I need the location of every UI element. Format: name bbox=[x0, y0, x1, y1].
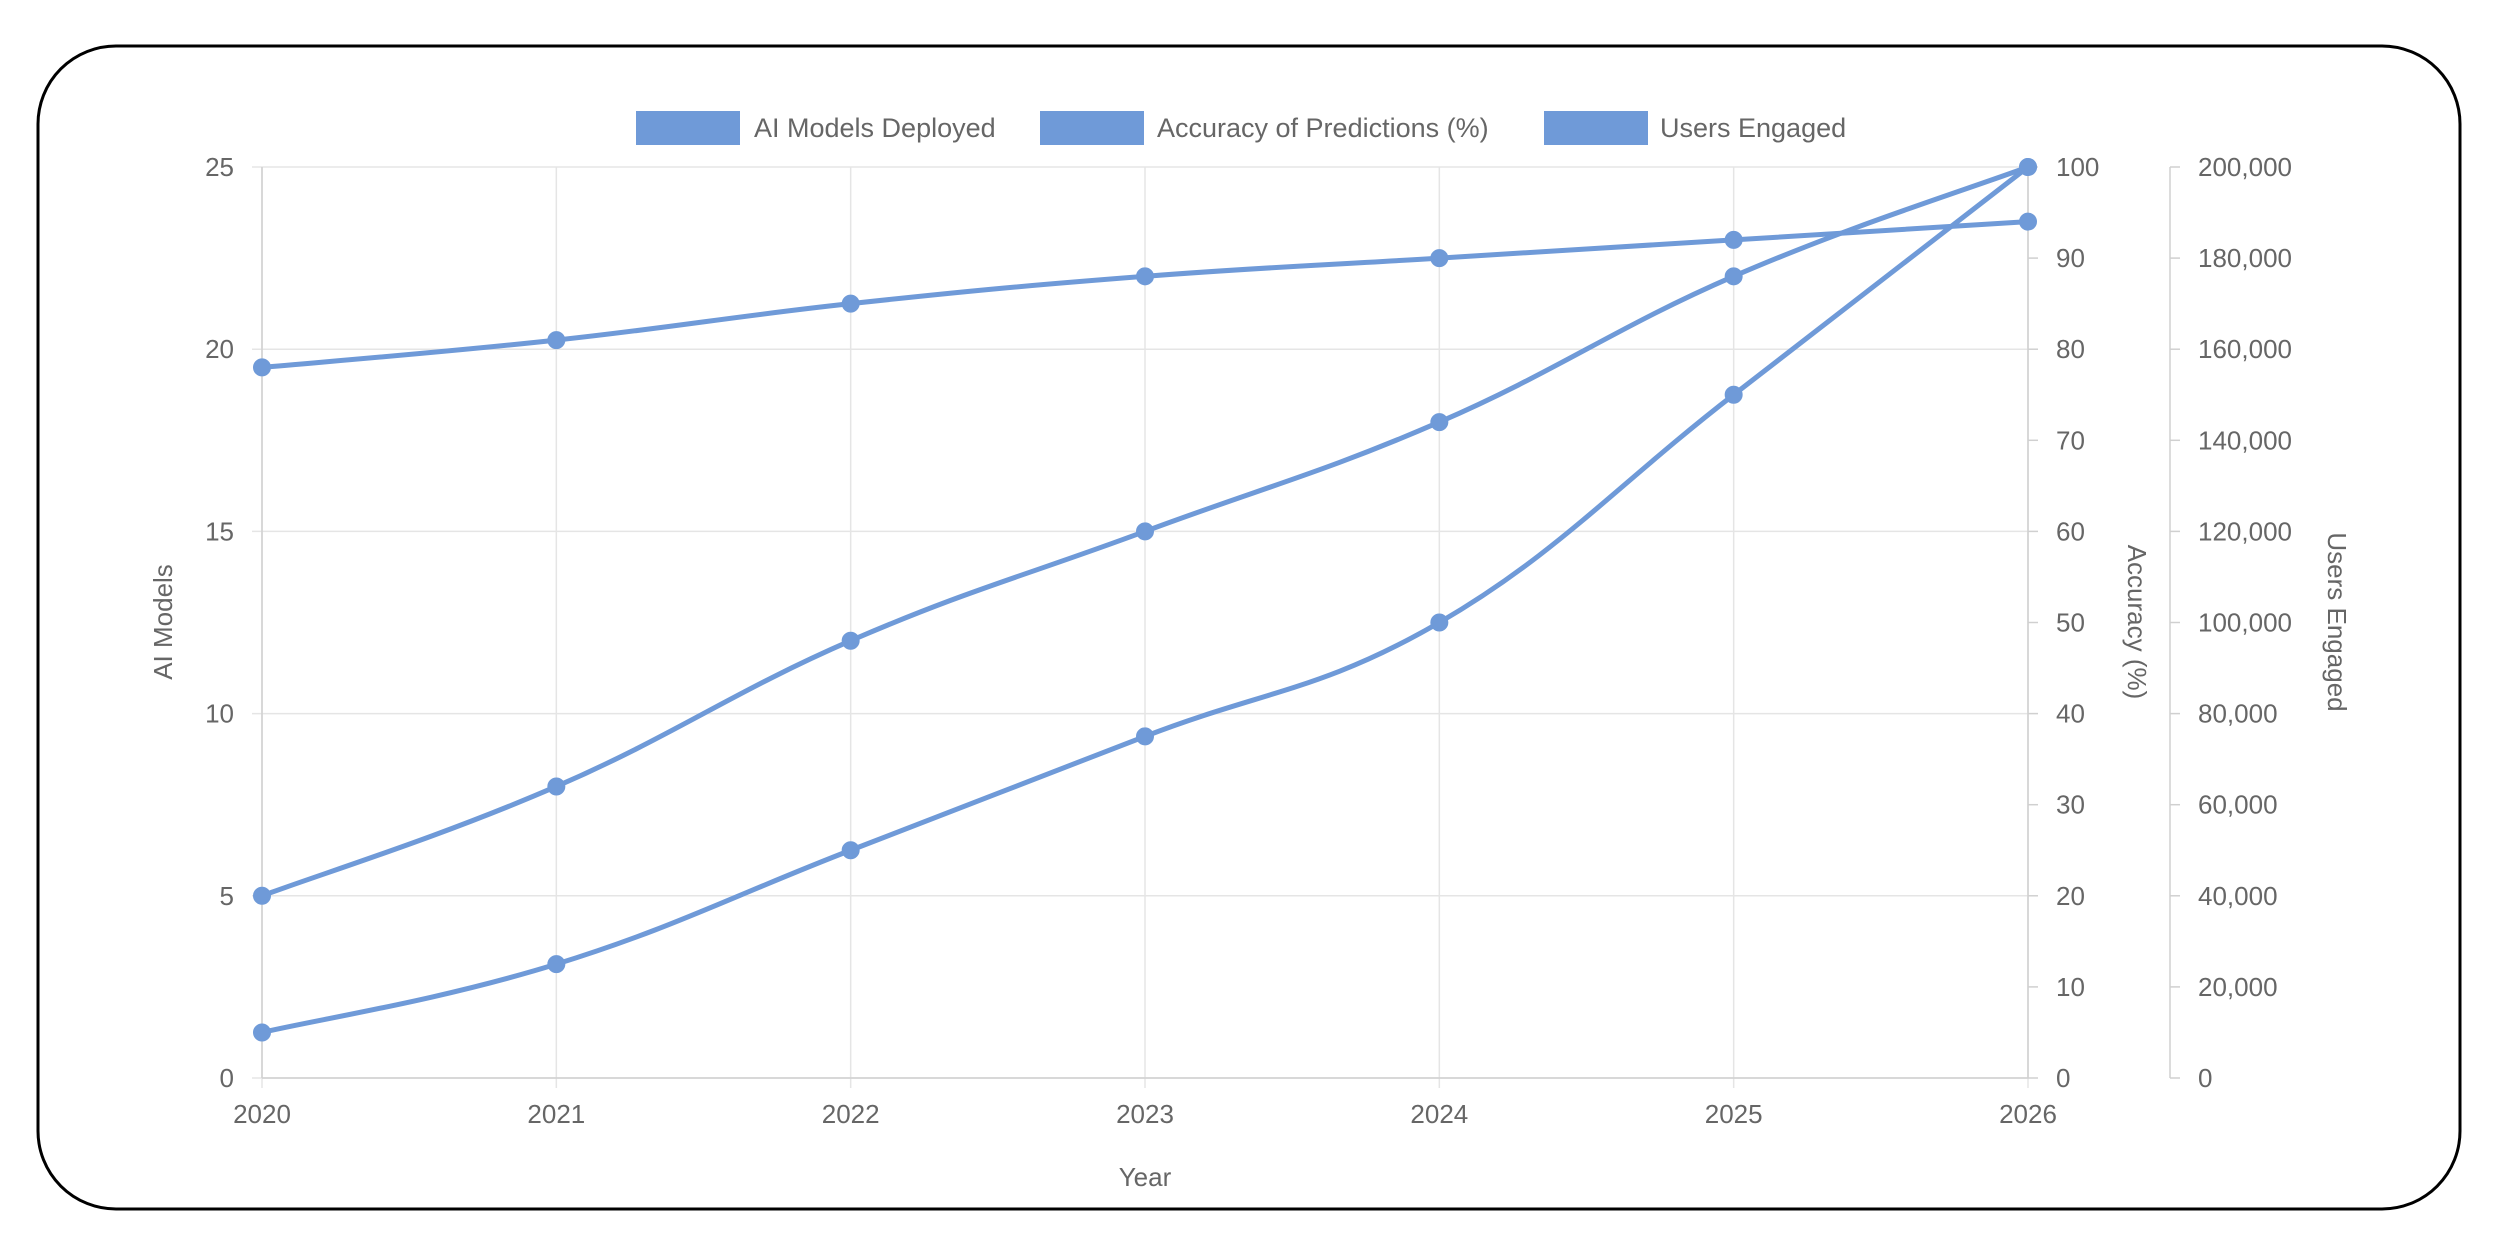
data-point-ai-models-deployed[interactable] bbox=[841, 631, 860, 650]
accuracy-axis-tick-label: 10 bbox=[2056, 972, 2085, 1002]
x-axis-title: Year bbox=[1119, 1162, 1172, 1192]
accuracy-axis-tick-label: 60 bbox=[2056, 516, 2085, 546]
users-axis-tick-label: 40,000 bbox=[2198, 881, 2278, 911]
data-point-ai-models-deployed[interactable] bbox=[253, 886, 271, 905]
x-tick-label: 2023 bbox=[1116, 1099, 1174, 1129]
legend-swatch bbox=[1040, 111, 1144, 145]
accuracy-axis-tick-label: 80 bbox=[2056, 334, 2085, 364]
data-point-accuracy-of-predictions[interactable] bbox=[547, 331, 566, 350]
legend-item-users-engaged[interactable]: Users Engaged bbox=[1544, 111, 1846, 145]
users-axis-tick-label: 20,000 bbox=[2198, 972, 2278, 1002]
x-tick-label: 2020 bbox=[233, 1099, 291, 1129]
accuracy-axis-tick-label: 40 bbox=[2056, 699, 2085, 729]
legend[interactable]: AI Models Deployed Accuracy of Prediction… bbox=[636, 111, 1846, 145]
data-point-users-engaged[interactable] bbox=[1430, 613, 1449, 632]
data-point-users-engaged[interactable] bbox=[1136, 727, 1154, 746]
users-axis-tick-label: 100,000 bbox=[2198, 608, 2292, 638]
series-layer bbox=[253, 158, 2037, 1042]
accuracy-axis-tick-label: 20 bbox=[2056, 881, 2085, 911]
legend-label: Users Engaged bbox=[1660, 113, 1846, 143]
users-axis-tick-label: 0 bbox=[2198, 1063, 2212, 1093]
data-point-users-engaged[interactable] bbox=[841, 841, 860, 860]
data-point-users-engaged[interactable] bbox=[547, 955, 566, 974]
left-axis-tick-label: 20 bbox=[205, 334, 234, 364]
axis-titles: Year AI Models Accuracy (%) Users Engage… bbox=[148, 532, 2352, 1192]
accuracy-axis-tick-label: 50 bbox=[2056, 608, 2085, 638]
accuracy-axis-tick-label: 0 bbox=[2056, 1063, 2070, 1093]
legend-label: AI Models Deployed bbox=[754, 113, 996, 143]
x-tick-label: 2021 bbox=[527, 1099, 585, 1129]
x-tick-label: 2025 bbox=[1705, 1099, 1763, 1129]
right-axis-title-accuracy: Accuracy (%) bbox=[2122, 545, 2152, 700]
accuracy-axis-tick-label: 70 bbox=[2056, 425, 2085, 455]
data-point-accuracy-of-predictions[interactable] bbox=[841, 294, 860, 313]
left-axis-tick-label: 10 bbox=[205, 699, 234, 729]
x-tick-label: 2024 bbox=[1410, 1099, 1468, 1129]
data-point-users-engaged[interactable] bbox=[253, 1023, 271, 1042]
legend-item-accuracy-of-predictions[interactable]: Accuracy of Predictions (%) bbox=[1040, 111, 1489, 145]
left-axis-tick-label: 5 bbox=[220, 881, 234, 911]
legend-swatch bbox=[1544, 111, 1648, 145]
x-tick-label: 2026 bbox=[1999, 1099, 2057, 1129]
accuracy-axis-tick-label: 100 bbox=[2056, 152, 2099, 182]
users-axis-tick-label: 180,000 bbox=[2198, 243, 2292, 273]
x-tick-label: 2022 bbox=[822, 1099, 880, 1129]
users-axis-tick-label: 200,000 bbox=[2198, 152, 2292, 182]
legend-label: Accuracy of Predictions (%) bbox=[1157, 113, 1489, 143]
chart-frame bbox=[36, 44, 2462, 1211]
right-axis-title-users: Users Engaged bbox=[2322, 532, 2352, 711]
left-axis-tick-label: 0 bbox=[220, 1063, 234, 1093]
left-axis-tick-label: 15 bbox=[205, 516, 234, 546]
accuracy-axis-tick-label: 90 bbox=[2056, 243, 2085, 273]
legend-swatch bbox=[636, 111, 740, 145]
users-axis-tick-label: 80,000 bbox=[2198, 699, 2278, 729]
accuracy-axis-tick-label: 30 bbox=[2056, 790, 2085, 820]
users-axis-tick-label: 120,000 bbox=[2198, 516, 2292, 546]
data-point-accuracy-of-predictions[interactable] bbox=[253, 358, 271, 377]
users-axis-tick-label: 60,000 bbox=[2198, 790, 2278, 820]
users-axis-tick-label: 160,000 bbox=[2198, 334, 2292, 364]
data-point-ai-models-deployed[interactable] bbox=[1136, 522, 1154, 541]
data-point-ai-models-deployed[interactable] bbox=[1724, 267, 1743, 286]
left-axis-title: AI Models bbox=[148, 564, 178, 680]
data-point-accuracy-of-predictions[interactable] bbox=[1724, 230, 1743, 249]
data-point-accuracy-of-predictions[interactable] bbox=[1136, 267, 1154, 286]
axes-layer: 2020 2021 2022 2023 2024 2025 2026051015202501… bbox=[205, 152, 2292, 1129]
data-point-accuracy-of-predictions[interactable] bbox=[2019, 212, 2037, 231]
data-point-ai-models-deployed[interactable] bbox=[1430, 413, 1449, 432]
data-point-users-engaged[interactable] bbox=[1724, 385, 1743, 404]
left-axis-tick-label: 25 bbox=[205, 152, 234, 182]
legend-item-ai-models-deployed[interactable]: AI Models Deployed bbox=[636, 111, 996, 145]
users-axis-tick-label: 140,000 bbox=[2198, 425, 2292, 455]
data-point-ai-models-deployed[interactable] bbox=[547, 777, 566, 796]
data-point-accuracy-of-predictions[interactable] bbox=[1430, 249, 1449, 268]
data-point-users-engaged[interactable] bbox=[2019, 158, 2037, 176]
